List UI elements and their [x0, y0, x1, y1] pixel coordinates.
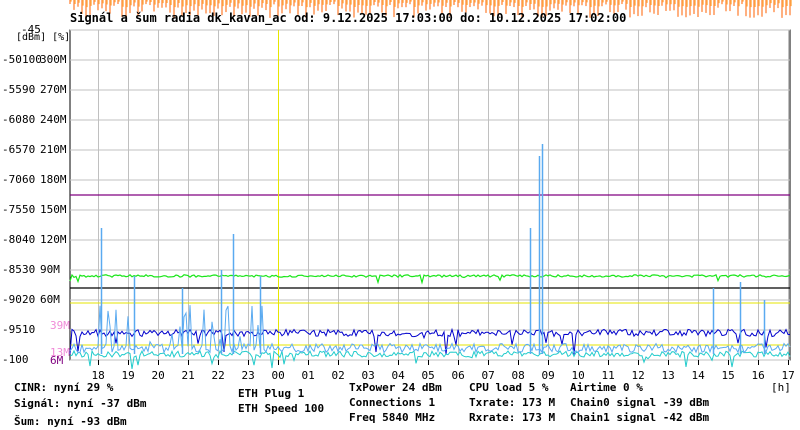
y-tick-rate: 150M	[40, 203, 67, 216]
y-tick-pct: 60	[22, 173, 36, 186]
legend-noise: Šum: nyní -93 dBm	[14, 415, 127, 428]
x-tick-label: 19	[121, 369, 135, 382]
x-tick-label: 22	[211, 369, 225, 382]
grid	[69, 29, 791, 365]
x-tick-label: 03	[361, 369, 375, 382]
x-tick-label: 07	[481, 369, 495, 382]
y-tick-pct: 80	[22, 113, 36, 126]
y-tick-dbm: -45	[21, 23, 41, 36]
y-tick-pct: 90	[22, 83, 36, 96]
y-tick-rate: 300M	[40, 53, 67, 66]
legend-chain0: Chain0 signal -39 dBm	[570, 396, 710, 409]
y-tick-dbm: -55	[2, 83, 22, 96]
x-tick-label: 06	[451, 369, 465, 382]
y-tick-pct: 50	[22, 203, 36, 216]
y-tick-pct: 10	[22, 323, 36, 336]
y-tick-rate: 210M	[40, 143, 67, 156]
legend-cinr: CINR: nyní 29 %	[14, 381, 114, 394]
x-tick-label: 17	[781, 369, 795, 382]
legend-signal: Signál: nyní -37 dBm	[14, 397, 147, 410]
y-tick-dbm: -90	[2, 293, 22, 306]
y-tick-dbm: -100	[2, 353, 29, 366]
y-tick-dbm: -95	[2, 323, 22, 336]
y-tick-dbm: -75	[2, 203, 22, 216]
y-tick-rate: 180M	[40, 173, 67, 186]
x-tick-label: 11	[601, 369, 615, 382]
y-tick-rate-txrate: 39M	[50, 318, 70, 332]
legend-txpower: TxPower 24 dBm	[349, 381, 442, 394]
y-tick-pct: 70	[22, 143, 36, 156]
x-tick-label: 14	[691, 369, 705, 382]
legend-rxrate: Rxrate: 173 M	[469, 411, 556, 424]
legend-chain1: Chain1 signal -42 dBm	[570, 411, 710, 424]
y-tick-dbm: -80	[2, 233, 22, 246]
y-tick-pct: 100	[22, 53, 42, 66]
x-tick-label: 20	[151, 369, 165, 382]
series-group	[69, 30, 791, 369]
x-tick-label: 10	[571, 369, 585, 382]
airtime-line	[69, 349, 791, 369]
y-tick-rate: 90M	[40, 263, 60, 276]
y-tick-rate: 120M	[40, 233, 67, 246]
chain-signal-strip	[69, 0, 792, 18]
x-tick-label: 23	[241, 369, 255, 382]
x-tick-label: 00	[271, 369, 285, 382]
x-tick-label: 13	[661, 369, 675, 382]
legend-eth-speed: ETH Speed 100	[238, 402, 325, 415]
x-tick-label: 18	[91, 369, 105, 382]
x-tick-label: 04	[391, 369, 405, 382]
x-axis-unit-label: [h]	[771, 381, 791, 394]
y-tick-rate: 270M	[40, 83, 67, 96]
y-tick-rate-min: 6M	[50, 354, 64, 367]
x-tick-label: 15	[721, 369, 735, 382]
legend-airtime: Airtime 0 %	[570, 381, 643, 394]
y-tick-pct: 30	[22, 263, 36, 276]
y-tick-rate: 60M	[40, 293, 60, 306]
legend-cpu: CPU load 5 %	[469, 381, 549, 394]
legend-txrate: Txrate: 173 M	[469, 396, 556, 409]
cpu-line	[69, 305, 791, 354]
y-tick-rate: 240M	[40, 113, 67, 126]
cinr-line	[69, 273, 791, 285]
x-tick-label: 01	[301, 369, 315, 382]
x-tick-label: 08	[511, 369, 525, 382]
y-tick-dbm: -85	[2, 263, 22, 276]
x-tick-label: 05	[421, 369, 435, 382]
x-tick-label: 09	[541, 369, 555, 382]
y-tick-rate-low: 13M	[50, 345, 70, 359]
x-tick-label: 02	[331, 369, 345, 382]
chart-title: Signál a šum radia dk_kavan_ac od: 9.12.…	[70, 11, 627, 25]
y-tick-pct: 20	[22, 293, 36, 306]
noise-line	[69, 327, 791, 355]
y-tick-dbm: -50	[2, 53, 22, 66]
x-tick-label: 16	[751, 369, 765, 382]
y-tick-pct: 40	[22, 233, 36, 246]
legend-freq: Freq 5840 MHz	[349, 411, 436, 424]
x-tick-label: 21	[181, 369, 195, 382]
y-tick-dbm: -65	[2, 143, 22, 156]
y-tick-dbm: -60	[2, 113, 22, 126]
legend-connections: Connections 1	[349, 396, 436, 409]
legend-eth-plug: ETH Plug 1	[238, 387, 305, 400]
y-axis-unit-label: [dBm] [%]	[16, 32, 71, 43]
y-tick-dbm: -70	[2, 173, 22, 186]
x-tick-label: 12	[631, 369, 645, 382]
